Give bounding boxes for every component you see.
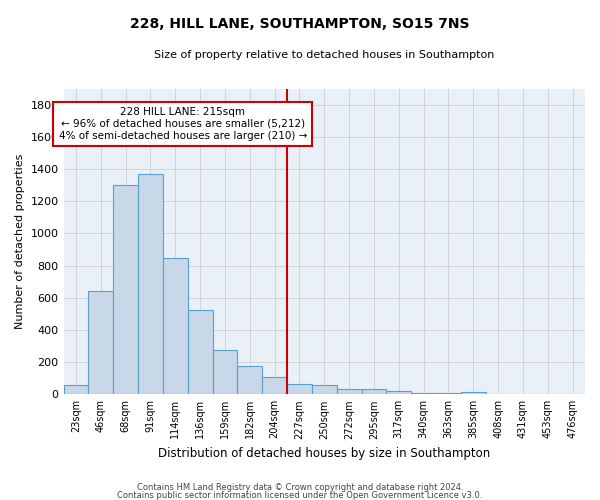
Bar bbox=[188, 310, 212, 394]
Bar bbox=[411, 393, 436, 394]
Bar bbox=[461, 392, 485, 394]
Bar bbox=[312, 384, 337, 394]
Title: Size of property relative to detached houses in Southampton: Size of property relative to detached ho… bbox=[154, 50, 494, 60]
Bar bbox=[88, 290, 113, 395]
X-axis label: Distribution of detached houses by size in Southampton: Distribution of detached houses by size … bbox=[158, 447, 490, 460]
Y-axis label: Number of detached properties: Number of detached properties bbox=[15, 154, 25, 329]
Text: 228, HILL LANE, SOUTHAMPTON, SO15 7NS: 228, HILL LANE, SOUTHAMPTON, SO15 7NS bbox=[130, 18, 470, 32]
Bar bbox=[287, 384, 312, 394]
Bar bbox=[163, 258, 188, 394]
Bar bbox=[113, 185, 138, 394]
Text: 228 HILL LANE: 215sqm
← 96% of detached houses are smaller (5,212)
4% of semi-de: 228 HILL LANE: 215sqm ← 96% of detached … bbox=[59, 108, 307, 140]
Bar bbox=[212, 350, 238, 395]
Bar bbox=[362, 390, 386, 394]
Bar bbox=[436, 393, 461, 394]
Bar bbox=[64, 386, 88, 394]
Bar bbox=[262, 378, 287, 394]
Bar bbox=[238, 366, 262, 394]
Text: Contains public sector information licensed under the Open Government Licence v3: Contains public sector information licen… bbox=[118, 490, 482, 500]
Bar bbox=[138, 174, 163, 394]
Text: Contains HM Land Registry data © Crown copyright and database right 2024.: Contains HM Land Registry data © Crown c… bbox=[137, 484, 463, 492]
Bar bbox=[337, 388, 362, 394]
Bar bbox=[386, 392, 411, 394]
